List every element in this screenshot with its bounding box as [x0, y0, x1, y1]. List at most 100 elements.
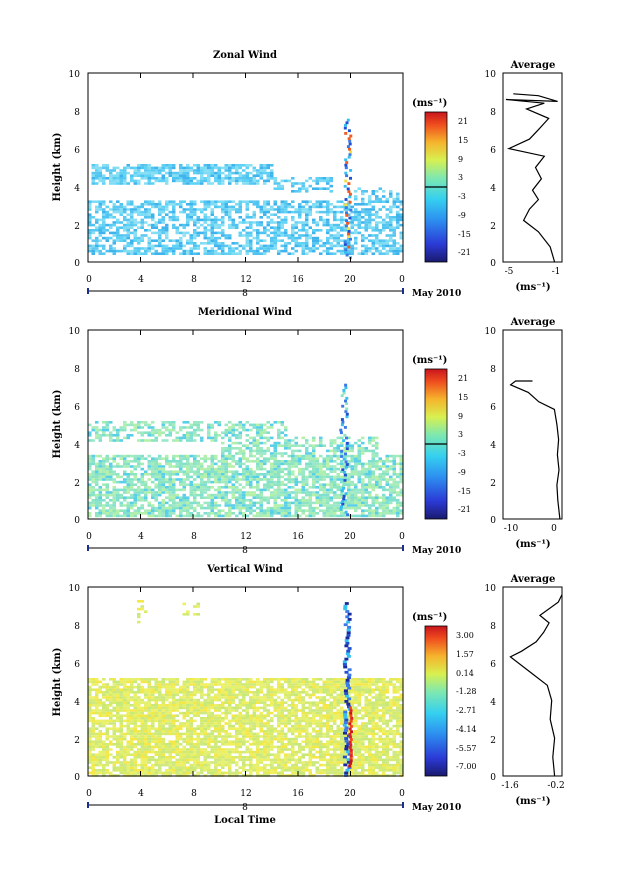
heatmap-cell [217, 512, 221, 515]
heatmap-cell [137, 480, 141, 484]
heatmap-cell [270, 506, 274, 510]
heatmap-cell [364, 221, 368, 224]
heatmap-cell [203, 501, 207, 505]
heatmap-cell [165, 177, 169, 180]
heatmap-cell [221, 203, 225, 206]
heatmap-cell [210, 486, 214, 489]
heatmap-cell [105, 483, 109, 486]
heatmap-cell [343, 184, 347, 188]
heatmap-cell [102, 208, 106, 211]
heatmap-cell [245, 200, 249, 203]
heatmap-cell [98, 465, 102, 468]
heatmap-cell [172, 480, 176, 484]
heatmap-cell [172, 704, 176, 707]
heatmap-cell [144, 480, 148, 484]
heatmap-cell [256, 231, 260, 235]
heatmap-cell [256, 501, 260, 505]
heatmap-cell [186, 685, 190, 689]
heatmap-cell [196, 164, 200, 167]
heatmap-cell [361, 236, 365, 240]
heatmap-cell [109, 236, 113, 240]
heatmap-cell [119, 182, 123, 185]
heatmap-cell [315, 221, 319, 224]
heatmap-cell [322, 223, 326, 227]
heatmap-cell [280, 239, 284, 242]
heatmap-cell [210, 465, 214, 468]
heatmap-cell [224, 480, 228, 484]
heatmap-cell [91, 748, 95, 751]
heatmap-cell [158, 509, 162, 512]
heatmap-cell [217, 177, 221, 180]
heatmap-cell [319, 478, 323, 481]
heatmap-cell [95, 706, 99, 710]
heatmap-cell [200, 177, 204, 180]
heatmap-cell [301, 467, 305, 471]
heatmap-cell [361, 509, 365, 512]
heatmap-cell [228, 491, 232, 494]
heatmap-cell [249, 486, 253, 489]
heatmap-cell [368, 470, 372, 473]
heatmap-cell [207, 756, 211, 759]
heatmap-cell [210, 203, 214, 206]
heatmap-cell [389, 239, 393, 242]
heatmap-cell [182, 465, 186, 468]
heatmap-cell [301, 234, 305, 237]
heatmap-cell [88, 496, 92, 499]
heatmap-cell [238, 252, 242, 255]
heatmap-cell [326, 229, 330, 232]
heatmap-cell [364, 473, 368, 476]
heatmap-cell [385, 223, 389, 227]
heatmap-cell [179, 239, 183, 242]
heatmap-cell [280, 221, 284, 224]
heatmap-cell [116, 499, 120, 502]
heatmap-cell [123, 685, 127, 689]
heatmap-cell [392, 457, 396, 460]
heatmap-cell [126, 164, 130, 167]
heatmap-cell [340, 444, 344, 447]
heatmap-cell [105, 698, 109, 702]
heatmap-cell [179, 766, 183, 769]
heatmap-cell [235, 447, 239, 450]
heatmap-cell [189, 722, 193, 725]
heatmap-cell [182, 514, 186, 518]
heatmap-cell [284, 452, 288, 455]
heatmap-cell [144, 769, 148, 772]
heatmap-cell [228, 478, 232, 481]
heatmap-cell [221, 182, 225, 185]
heatmap-cell [210, 174, 214, 177]
heatmap-cell [109, 249, 113, 253]
heatmap-cell [385, 483, 389, 486]
heatmap-cell [273, 462, 277, 466]
heatmap-cell [109, 514, 113, 518]
heatmap-cell [252, 475, 256, 479]
heatmap-cell [294, 231, 298, 235]
heatmap-cell [252, 252, 256, 255]
heatmap-cell [210, 182, 214, 185]
heatmap-cell [158, 706, 162, 710]
heatmap-cell [382, 200, 386, 203]
heatmap-cell [126, 486, 130, 489]
heatmap-cell [371, 208, 375, 211]
heatmap-cell [329, 203, 333, 206]
heatmap-cell [308, 486, 312, 489]
heatmap-cell [259, 454, 263, 458]
heatmap-cell [186, 473, 190, 476]
heatmap-cell [158, 756, 162, 759]
heatmap-cell [88, 454, 92, 458]
heatmap-cell [133, 509, 137, 512]
heatmap-cell [186, 678, 190, 681]
heatmap-cell [144, 748, 148, 751]
heatmap-cell [382, 218, 386, 222]
heatmap-cell [371, 192, 375, 196]
heatmap-cell [116, 709, 120, 712]
heatmap-cell [371, 218, 375, 222]
heatmap-cell [238, 499, 242, 502]
heatmap-cell [291, 514, 295, 518]
heatmap-cell [189, 504, 193, 507]
heatmap-cell [182, 454, 186, 458]
heatmap-cell [98, 496, 102, 499]
heatmap-cell [186, 610, 190, 613]
heatmap-cell [238, 205, 242, 209]
heatmap-cell [301, 504, 305, 507]
heatmap-cell [326, 465, 330, 468]
